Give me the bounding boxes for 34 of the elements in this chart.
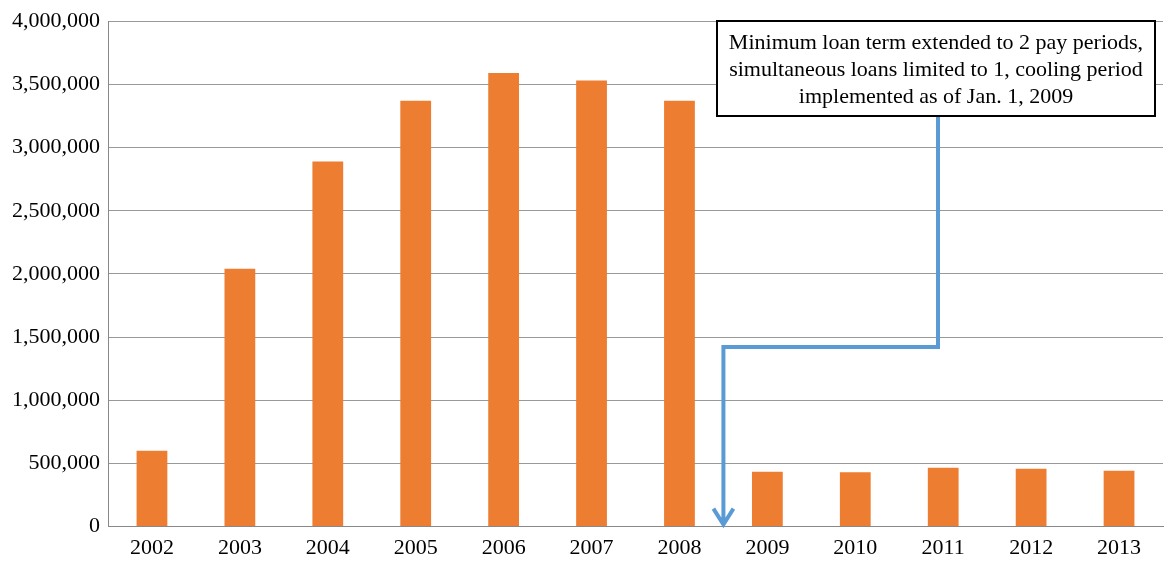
y-tick-label: 4,000,000 [12, 6, 100, 32]
y-tick-label: 2,500,000 [12, 196, 100, 222]
y-tick-label: 2,000,000 [12, 259, 100, 285]
y-tick-label: 3,000,000 [12, 133, 100, 159]
x-tick-label: 2009 [745, 533, 790, 559]
annotation: Minimum loan term extended to 2 pay periods, simultaneous loans limited to 1, cooling period implemented as of Jan. 1, 2009 [716, 20, 1156, 117]
bar [488, 73, 520, 527]
bar [400, 100, 432, 527]
bar [312, 161, 344, 527]
y-tick-label: 1,500,000 [12, 322, 100, 348]
bar [839, 472, 871, 527]
x-tick-label: 2007 [569, 533, 614, 559]
y-tick-label: 1,000,000 [12, 386, 100, 412]
bar [576, 80, 607, 527]
x-tick-label: 2011 [921, 533, 965, 559]
y-tick-label: 500,000 [28, 449, 100, 475]
x-tick-label: 2013 [1097, 533, 1142, 559]
bar [1015, 468, 1047, 527]
x-tick-label: 2010 [833, 533, 878, 559]
bar [751, 471, 783, 527]
x-tick-label: 2002 [129, 533, 174, 559]
x-tick-label: 2006 [481, 533, 526, 559]
bar [664, 100, 695, 527]
bar [224, 268, 256, 527]
bar [927, 467, 959, 527]
x-tick-label: 2005 [393, 533, 438, 559]
y-tick-label: 0 [89, 512, 100, 538]
x-tick-label: 2012 [1009, 533, 1054, 559]
bar [136, 450, 168, 527]
x-tick-label: 2003 [217, 533, 262, 559]
bar [1103, 470, 1135, 527]
x-tick-label: 2008 [657, 533, 702, 559]
x-tick-label: 2004 [305, 533, 350, 559]
y-tick-label: 3,500,000 [12, 70, 100, 96]
